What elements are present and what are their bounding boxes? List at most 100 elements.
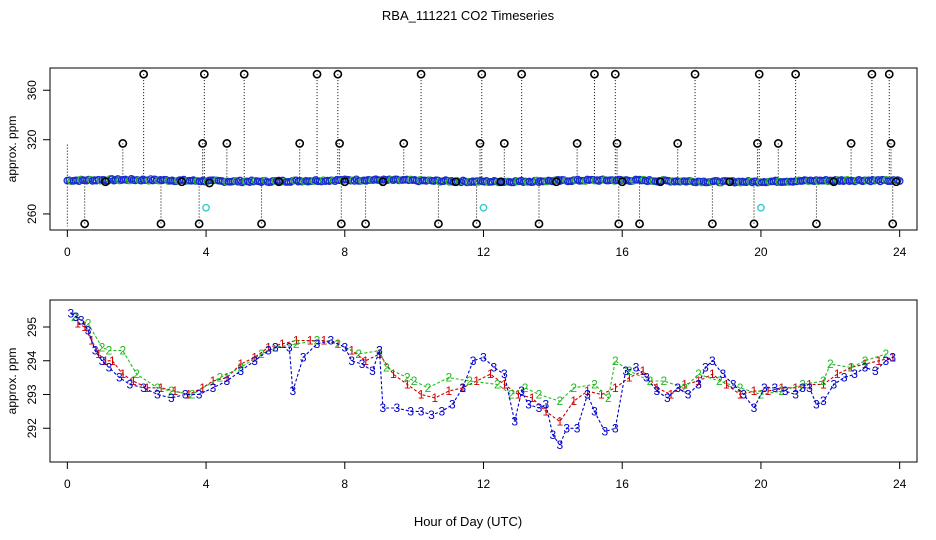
- top-black-point: [617, 177, 627, 187]
- series-3-marker: 3: [182, 388, 189, 402]
- series-3-marker: 3: [633, 361, 640, 375]
- top-black-point: [198, 139, 207, 148]
- series-3-marker: 3: [813, 398, 820, 412]
- series-2-marker: 2: [626, 364, 633, 378]
- top-black-point: [101, 177, 110, 187]
- figure-title: RBA_111221 CO2 Timeseries: [381, 8, 555, 23]
- series-3-marker: 3: [664, 391, 671, 405]
- top-black-point: [635, 219, 644, 229]
- series-1-marker: 1: [723, 377, 730, 391]
- series-3-marker: 3: [622, 364, 629, 378]
- top-black-point: [205, 178, 214, 188]
- top-black-point: [472, 219, 481, 229]
- series-3-marker: 3: [369, 364, 376, 378]
- series-3-marker: 3: [265, 344, 272, 358]
- series-2-marker: 2: [425, 381, 432, 395]
- top-black-point: [812, 219, 821, 229]
- bottom-x-tick-label: 8: [341, 477, 348, 491]
- series-1-marker: 1: [848, 361, 855, 375]
- series-2-marker: 2: [522, 381, 529, 395]
- series-1-marker: 1: [171, 384, 178, 398]
- series-2-marker: 2: [848, 361, 855, 375]
- series-1-marker: 1: [681, 377, 688, 391]
- top-black-point: [517, 69, 527, 79]
- series-2-marker: 2: [778, 384, 785, 398]
- series-3-marker: 3: [872, 364, 879, 378]
- series-2-marker: 2: [168, 384, 175, 398]
- series-2-marker: 2: [154, 381, 161, 395]
- series-3-marker: 3: [771, 381, 778, 395]
- series-3-marker: 3: [584, 388, 591, 402]
- bottom-x-tick-label: 4: [203, 477, 210, 491]
- series-3-marker: 3: [525, 398, 532, 412]
- series-3-marker: 3: [792, 388, 799, 402]
- series-1-marker: 1: [158, 381, 165, 395]
- series-3-marker: 3: [106, 361, 113, 375]
- series-3-marker: 3: [751, 401, 758, 415]
- top-black-point: [888, 219, 898, 229]
- series-3-marker: 3: [210, 381, 217, 395]
- bottom-x-tick-label: 20: [754, 477, 768, 491]
- top-black-point: [655, 177, 665, 187]
- series-1-marker: 1: [307, 334, 314, 348]
- series-2-marker: 2: [716, 374, 723, 388]
- series-1-marker: 1: [130, 374, 137, 388]
- series-3-marker: 3: [289, 384, 296, 398]
- series-1-marker: 1: [765, 384, 772, 398]
- top-cyan-point: [479, 203, 488, 212]
- series-1-marker: 1: [362, 354, 369, 368]
- top-x-tick-label: 24: [893, 245, 907, 259]
- series-1-marker: 1: [404, 377, 411, 391]
- series-2-marker: 2: [466, 374, 473, 388]
- series-2-marker: 2: [556, 394, 563, 408]
- series-3-marker: 3: [556, 438, 563, 452]
- top-black-point: [335, 139, 344, 148]
- top-black-point: [312, 69, 322, 79]
- series-2-marker: 2: [591, 377, 598, 391]
- series-2-marker: 2: [258, 347, 265, 361]
- top-x-tick-label: 4: [203, 245, 210, 259]
- top-black-point: [475, 139, 485, 148]
- series-3-marker: 3: [518, 384, 525, 398]
- series-3-marker: 3: [140, 381, 147, 395]
- series-3-marker: 3: [92, 344, 99, 358]
- series-1-marker: 1: [251, 350, 258, 364]
- series-3-marker: 3: [154, 388, 161, 402]
- series-2-marker: 2: [820, 374, 827, 388]
- top-black-point: [534, 219, 544, 229]
- top-black-point: [610, 69, 620, 79]
- top-y-tick-label: 360: [25, 80, 39, 100]
- series-3-marker: 3: [286, 340, 293, 354]
- series-3-marker: 3: [830, 377, 837, 391]
- series-2-marker: 2: [237, 361, 244, 375]
- top-x-tick-label: 16: [616, 245, 630, 259]
- top-black-point: [139, 69, 149, 79]
- series-3-marker: 3: [806, 381, 813, 395]
- series-1-marker: 1: [709, 367, 716, 381]
- series-3-marker: 3: [78, 313, 85, 327]
- top-black-point: [551, 177, 561, 187]
- top-black-point: [80, 219, 90, 229]
- top-black-point: [274, 177, 284, 187]
- series-1-marker: 1: [584, 384, 591, 398]
- series-2-marker: 2: [536, 388, 543, 402]
- series-3-marker: 3: [491, 361, 498, 375]
- series-3-marker: 3: [643, 371, 650, 385]
- series-2-marker: 2: [99, 340, 106, 354]
- series-3-marker: 3: [341, 340, 348, 354]
- series-1-marker: 1: [265, 340, 272, 354]
- series-3-marker: 3: [799, 381, 806, 395]
- series-3-marker: 3: [695, 377, 702, 391]
- series-2-marker: 2: [612, 354, 619, 368]
- series-1-marker: 1: [199, 381, 206, 395]
- series-3-marker: 3: [563, 421, 570, 435]
- series-3-marker: 3: [862, 361, 869, 375]
- series-1-marker: 1: [95, 347, 102, 361]
- series-3-marker: 3: [574, 421, 581, 435]
- top-black-point: [612, 139, 622, 148]
- series-3-marker: 3: [196, 388, 203, 402]
- series-3-marker: 3: [820, 394, 827, 408]
- series-2-marker: 2: [660, 374, 667, 388]
- series-2-line: [74, 316, 886, 402]
